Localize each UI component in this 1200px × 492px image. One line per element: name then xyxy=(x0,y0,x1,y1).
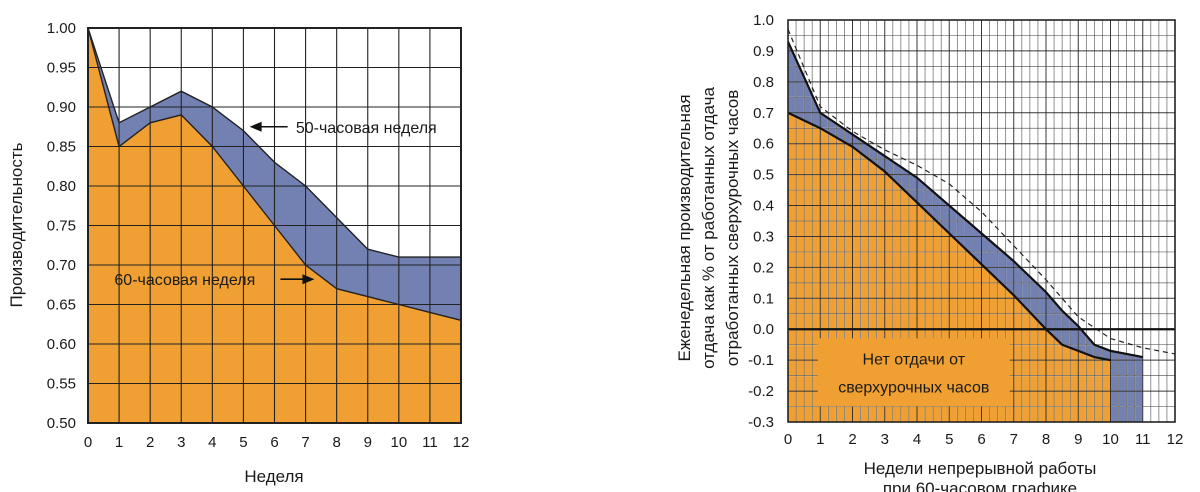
right-chart-x-axis-title-line2: при 60-часовом графике xyxy=(883,479,1077,492)
right-chart-y-axis-title-line2: отдача как % от работанных отдача xyxy=(699,87,718,369)
y-tick-label: 0.4 xyxy=(753,198,774,215)
y-tick-label: 0.1 xyxy=(753,290,774,307)
label-60h-week: 60-часовая неделя xyxy=(114,272,255,289)
y-tick-label: 0.50 xyxy=(47,415,76,432)
right-chart-y-axis-title-line3: отработанных сверхурочных часов xyxy=(723,90,742,366)
y-tick-label: 0.90 xyxy=(47,99,76,116)
x-tick-label: 10 xyxy=(390,434,407,451)
x-tick-label: 5 xyxy=(945,431,953,448)
y-tick-label: 0.75 xyxy=(47,218,76,235)
right-chart-x-axis-title-line1: Недели непрерывной работы xyxy=(864,459,1097,478)
x-tick-label: 6 xyxy=(270,434,278,451)
right-chart-y-axis-title-line1: Еженедельная производительная xyxy=(675,94,694,361)
series-60h-line xyxy=(87,27,462,321)
label-50h-week: 50-часовая неделя xyxy=(296,120,437,137)
x-tick-label: 7 xyxy=(1010,431,1018,448)
x-tick-label: 11 xyxy=(422,434,438,451)
arrow-50h-head xyxy=(249,121,262,132)
y-tick-label: 0.9 xyxy=(753,43,774,60)
x-tick-label: 10 xyxy=(1102,431,1119,448)
x-tick-label: 12 xyxy=(1167,431,1184,448)
y-tick-label: -0.2 xyxy=(748,383,774,400)
x-tick-label: 8 xyxy=(332,434,340,451)
y-tick-label: 0.5 xyxy=(753,167,774,184)
left-chart-frame xyxy=(87,27,462,424)
y-tick-label: 1.00 xyxy=(47,20,76,37)
x-tick-label: 12 xyxy=(453,434,470,451)
left-chart-x-axis-title: Неделя xyxy=(244,467,303,486)
y-tick-label: -0.1 xyxy=(748,352,774,369)
y-tick-label: 0.80 xyxy=(47,178,76,195)
x-tick-label: 11 xyxy=(1135,431,1151,448)
lower-curve xyxy=(788,111,1111,362)
right-chart: 0 1 2 3 4 5 6 7 8 9 10 11 12 1.00.90.80.70.60.50.40.… xyxy=(675,12,1183,492)
y-tick-label: 0.65 xyxy=(47,297,76,314)
x-tick-label: 9 xyxy=(1074,431,1082,448)
y-tick-label: 0.70 xyxy=(47,257,76,274)
y-tick-label: 0.3 xyxy=(753,228,774,245)
y-tick-label: 1.0 xyxy=(753,12,774,29)
y-tick-label: 0.6 xyxy=(753,136,774,153)
y-tick-label: 0.60 xyxy=(47,336,76,353)
left-chart: 0 1 2 3 4 5 6 7 8 9 10 11 12 0.500.550.600.650.700.7… xyxy=(7,20,469,486)
x-tick-label: 0 xyxy=(84,434,92,451)
no-return-label-box xyxy=(817,338,1010,407)
y-tick-label: 0.7 xyxy=(753,105,774,122)
arrow-60h-head xyxy=(302,274,315,285)
no-return-label-line2: сверхурочных часов xyxy=(838,379,989,396)
y-tick-label: 0.8 xyxy=(753,74,774,91)
x-tick-label: 1 xyxy=(115,434,123,451)
x-tick-label: 6 xyxy=(977,431,985,448)
x-tick-label: 9 xyxy=(364,434,372,451)
y-tick-label: 0.95 xyxy=(47,60,76,77)
upper-curve xyxy=(788,41,1143,359)
x-tick-label: 3 xyxy=(881,431,889,448)
x-tick-label: 5 xyxy=(239,434,247,451)
left-chart-y-axis-title: Производительность xyxy=(7,142,26,307)
x-tick-label: 7 xyxy=(301,434,309,451)
y-tick-label: 0.55 xyxy=(47,376,76,393)
x-tick-label: 2 xyxy=(848,431,856,448)
x-tick-label: 2 xyxy=(146,434,154,451)
x-tick-label: 3 xyxy=(177,434,185,451)
y-tick-label: 0.85 xyxy=(47,139,76,156)
y-tick-label: 0.0 xyxy=(753,321,774,338)
x-tick-label: 0 xyxy=(784,431,792,448)
x-tick-label: 1 xyxy=(816,431,824,448)
y-tick-label: 0.2 xyxy=(753,259,774,276)
left-chart-grid xyxy=(87,27,462,424)
x-tick-label: 4 xyxy=(208,434,216,451)
y-tick-label: -0.3 xyxy=(748,414,774,431)
right-chart-frame xyxy=(787,19,1176,423)
series-50h-line xyxy=(87,27,461,258)
x-tick-label: 4 xyxy=(913,431,921,448)
no-return-label-line1: Нет отдачи от xyxy=(863,351,966,368)
x-tick-label: 8 xyxy=(1042,431,1050,448)
